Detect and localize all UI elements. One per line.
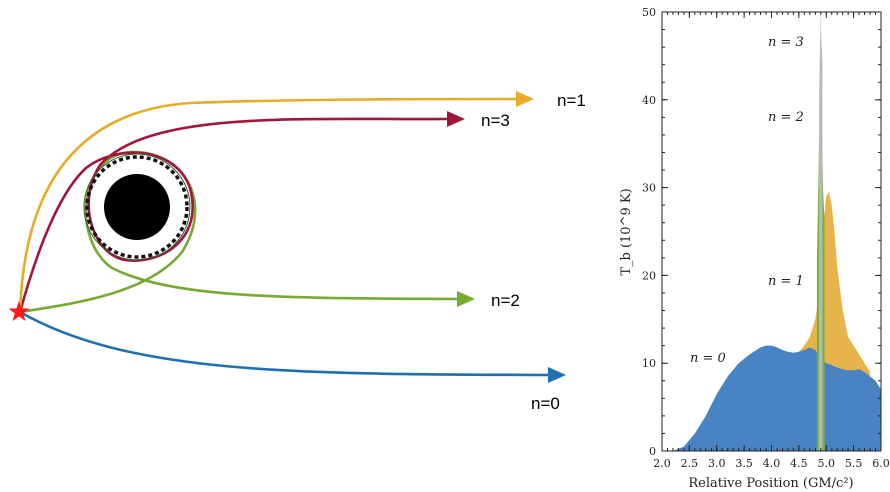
y-axis-title: T_b (10^9 K) (619, 188, 634, 275)
annotation-n3: n = 3 (768, 35, 804, 50)
area-series-n0 (662, 345, 881, 451)
black-hole (104, 174, 170, 240)
chart-areas (662, 12, 881, 451)
x-tick-label: 2.5 (681, 457, 699, 470)
x-tick-labels: 2.0 2.5 3.0 3.5 4.0 4.5 5.0 5.5 6.0 (653, 457, 890, 470)
orbit-n1-path (18, 97, 519, 313)
temperature-chart: 2.0 2.5 3.0 3.5 4.0 4.5 5.0 5.5 6.0 0 10… (619, 6, 890, 491)
arrowhead-n3 (447, 111, 465, 127)
orbit-n2-path (19, 150, 463, 314)
x-tick-label: 4.5 (790, 457, 808, 470)
x-axis-title: Relative Position (GM/c²) (688, 476, 853, 491)
y-tick-label: 40 (642, 94, 656, 107)
arrowhead-n1 (516, 91, 534, 107)
source-star-icon (8, 301, 30, 321)
x-tick-label: 5.5 (845, 457, 863, 470)
y-tick-label: 20 (642, 269, 656, 282)
y-tick-label: 50 (642, 6, 656, 19)
arrowhead-n0 (548, 367, 566, 383)
orbit-diagram: n=1 n=3 n=2 n=0 (8, 91, 586, 413)
y-tick-label: 10 (642, 357, 656, 370)
x-tick-label: 3.0 (708, 457, 726, 470)
annotation-n1: n = 1 (768, 274, 804, 289)
y-tick-label: 30 (642, 182, 656, 195)
x-tick-label: 5.0 (818, 457, 836, 470)
x-tick-label: 2.0 (653, 457, 671, 470)
x-tick-label: 3.5 (735, 457, 753, 470)
orbit-label-n0: n=0 (531, 394, 560, 413)
chart-ticks (661, 11, 882, 452)
annotation-n0: n = 0 (690, 351, 726, 366)
orbit-label-n2: n=2 (491, 291, 520, 310)
arrowhead-n2 (457, 291, 475, 307)
x-tick-label: 6.0 (872, 457, 890, 470)
orbit-n0-path (19, 310, 551, 377)
photon-sphere-dashed (85, 155, 189, 259)
y-tick-label: 0 (649, 445, 656, 458)
orbit-label-n1: n=1 (557, 91, 586, 110)
annotation-n2: n = 2 (768, 110, 804, 125)
x-tick-label: 4.0 (763, 457, 781, 470)
orbit-label-n3: n=3 (481, 111, 510, 130)
photon-sphere-inner (83, 153, 191, 261)
y-tick-labels: 0 10 20 30 40 50 (642, 6, 656, 458)
area-series-n3 (819, 12, 823, 451)
